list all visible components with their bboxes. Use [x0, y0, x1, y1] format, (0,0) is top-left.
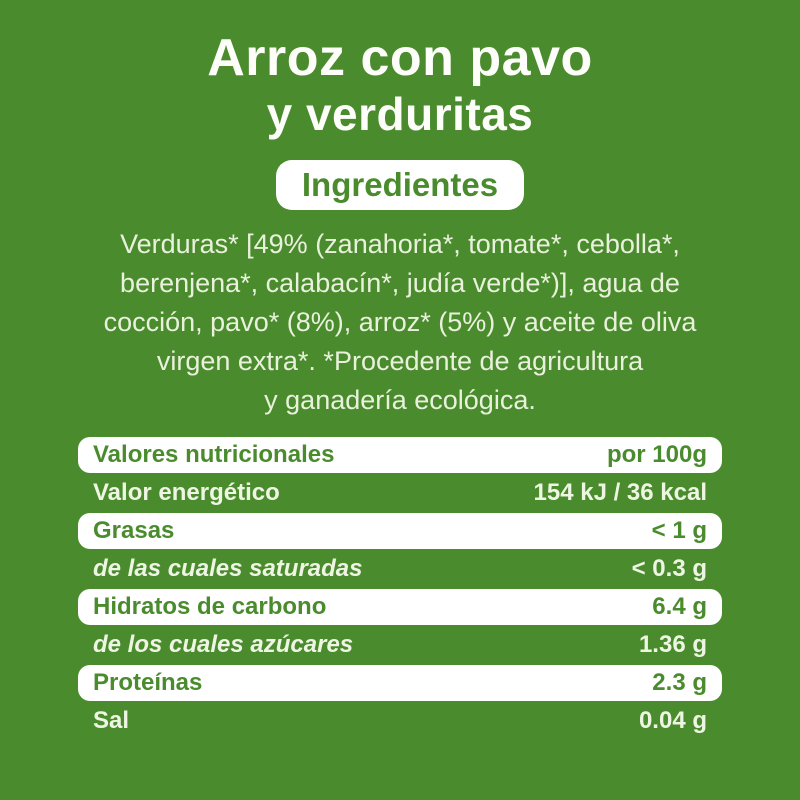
- product-title-line2: y verduritas: [266, 88, 534, 140]
- product-title-line1: Arroz con pavo: [207, 29, 593, 87]
- nutrition-label: Proteínas: [93, 669, 203, 696]
- nutrition-value: 0.04 g: [638, 707, 707, 734]
- nutrition-label: Valores nutricionales: [93, 441, 335, 468]
- nutrition-label: de los cuales azúcares: [93, 631, 354, 658]
- nutrition-value: < 1 g: [651, 517, 707, 544]
- nutrition-row-header: Valores nutricionales por 100g: [78, 437, 722, 473]
- nutrition-value: 2.3 g: [652, 669, 707, 696]
- nutrition-label: Hidratos de carbono: [93, 593, 327, 620]
- ingredients-heading-badge: Ingredientes: [275, 160, 525, 210]
- nutrition-row-fat: Grasas < 1 g: [78, 513, 722, 549]
- nutrition-label: Sal: [93, 707, 130, 734]
- nutrition-row-salt: Sal 0.04 g: [78, 703, 722, 739]
- nutrition-label: Valor energético: [93, 479, 280, 506]
- nutrition-label: de las cuales saturadas: [93, 555, 363, 582]
- nutrition-value: por 100g: [606, 441, 707, 468]
- nutrition-value: 1.36 g: [638, 631, 707, 658]
- nutrition-row-saturated-fat: de las cuales saturadas < 0.3 g: [78, 551, 722, 587]
- nutrition-value: 6.4 g: [652, 593, 707, 620]
- ingredients-text: Verduras* [49% (zanahoria*, tomate*, ceb…: [103, 229, 697, 415]
- nutrition-row-sugars: de los cuales azúcares 1.36 g: [78, 627, 722, 663]
- nutrition-table: Valores nutricionales por 100g Valor ene…: [78, 437, 722, 739]
- nutrition-value: 154 kJ / 36 kcal: [533, 479, 707, 506]
- nutrition-row-carbohydrates: Hidratos de carbono 6.4 g: [78, 589, 722, 625]
- nutrition-row-protein: Proteínas 2.3 g: [78, 665, 722, 701]
- nutrition-value: < 0.3 g: [631, 555, 707, 582]
- nutrition-row-energy: Valor energético 154 kJ / 36 kcal: [78, 475, 722, 511]
- nutrition-label: Grasas: [93, 517, 175, 544]
